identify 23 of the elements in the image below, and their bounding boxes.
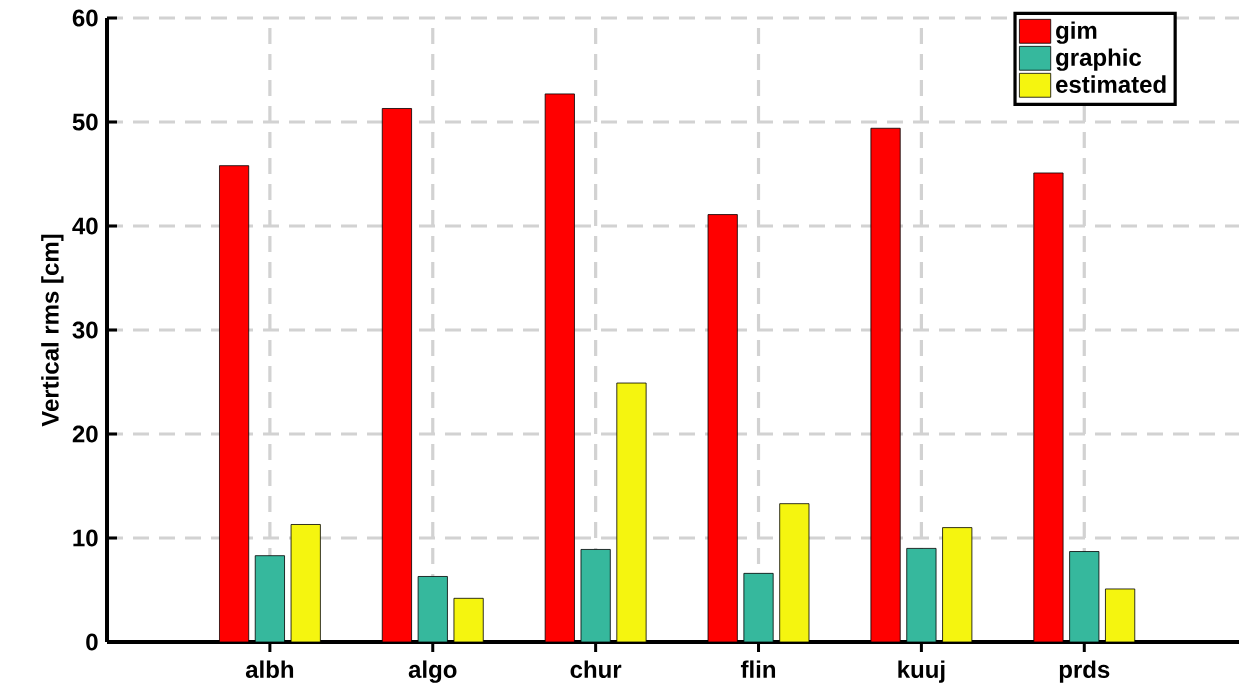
legend-label: graphic: [1056, 48, 1142, 71]
x-tick-label: algo: [408, 660, 457, 683]
y-tick-label: 60: [72, 9, 98, 27]
y-tick-label: 0: [86, 633, 98, 651]
bar: [743, 572, 774, 642]
bar: [1069, 551, 1100, 642]
bar: [906, 548, 937, 642]
bar: [254, 555, 285, 642]
y-tick-label: 20: [72, 425, 98, 443]
y-tick-label: 30: [72, 321, 98, 339]
y-axis-title: Vertical rms [cm]: [41, 234, 64, 427]
bar: [580, 549, 611, 642]
bar: [417, 576, 448, 642]
legend-label: estimated: [1056, 75, 1166, 93]
legend-label: gim: [1056, 21, 1097, 44]
x-tick-label: chur: [570, 660, 622, 679]
y-tick-label: 10: [73, 529, 98, 547]
y-tick-label: 40: [72, 217, 98, 235]
x-tick-label: prds: [1059, 660, 1110, 683]
x-tick-label: flin: [740, 660, 776, 678]
y-tick-label: 50: [72, 113, 98, 131]
x-tick-label: albh: [245, 660, 294, 679]
x-tick-label: kuuj: [898, 660, 945, 683]
